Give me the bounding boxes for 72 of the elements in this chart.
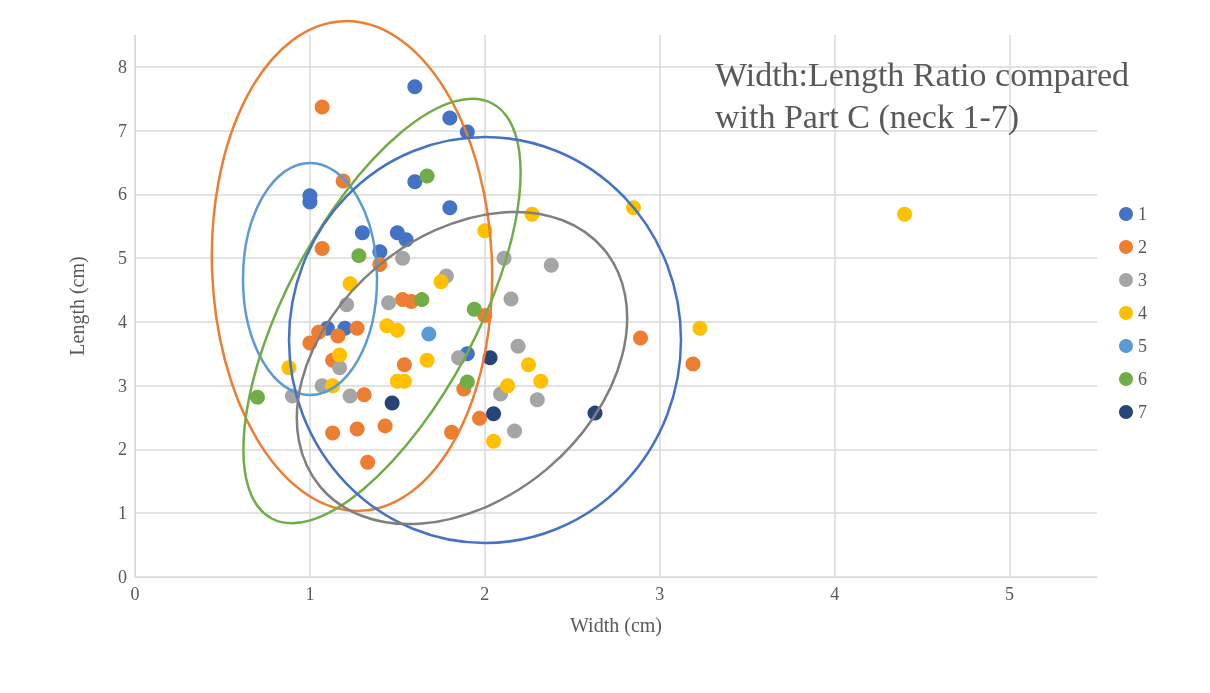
text: Width:Length Ratio compared with Part C (neck 1-7) <box>715 55 1138 136</box>
point <box>529 392 545 408</box>
point <box>442 110 458 126</box>
y-tick-label: 5 <box>118 248 127 269</box>
point <box>332 360 348 376</box>
legend-label: 6 <box>1138 369 1147 389</box>
point <box>510 338 526 354</box>
point <box>332 347 348 363</box>
point <box>377 418 393 434</box>
point <box>314 241 330 257</box>
point <box>360 454 376 470</box>
point <box>325 425 341 441</box>
point <box>543 257 559 273</box>
point <box>419 168 435 184</box>
legend-label: 3 <box>1138 270 1147 290</box>
point <box>472 410 488 426</box>
point <box>685 356 701 372</box>
legend-label: 1 <box>1138 204 1147 224</box>
point <box>330 328 346 344</box>
y-tick-label: 8 <box>118 56 127 77</box>
legend-label: 2 <box>1138 237 1147 257</box>
x-tick-label: 2 <box>480 584 490 604</box>
point <box>433 274 449 290</box>
legend-label: 5 <box>1138 336 1147 356</box>
point <box>466 301 482 317</box>
point <box>521 357 537 373</box>
point <box>349 320 365 336</box>
x-axis-title: Width (cm) <box>570 614 662 637</box>
point <box>444 424 460 440</box>
point <box>414 292 430 308</box>
point <box>384 395 400 411</box>
point <box>486 433 502 449</box>
y-tick-label: 6 <box>118 184 127 205</box>
point <box>419 352 435 368</box>
point <box>354 225 370 241</box>
point <box>314 99 330 115</box>
point <box>507 423 523 439</box>
y-axis-title: Length (cm) <box>66 256 89 356</box>
point <box>351 248 367 264</box>
x-tick-label: 3 <box>655 584 665 604</box>
y-tick-label: 0 <box>118 567 127 587</box>
y-tick-label: 1 <box>118 503 127 524</box>
x-tick-label: 1 <box>305 584 315 604</box>
y-tick-label: 4 <box>118 311 127 332</box>
legend-label: 4 <box>1138 303 1147 323</box>
point <box>349 421 365 437</box>
x-tick-label: 4 <box>830 584 840 604</box>
point <box>342 276 358 292</box>
point <box>407 79 423 95</box>
point <box>249 389 265 405</box>
y-tick-label: 3 <box>118 375 127 396</box>
y-tick-label: 2 <box>118 439 127 460</box>
point <box>897 206 913 222</box>
point <box>389 322 405 338</box>
point <box>533 373 549 389</box>
x-tick-label: 5 <box>1005 584 1015 604</box>
point <box>342 388 358 404</box>
point <box>486 406 502 422</box>
point <box>692 320 708 336</box>
point <box>633 330 648 346</box>
y-tick-label: 7 <box>118 120 127 141</box>
point <box>395 250 411 266</box>
point <box>381 295 397 311</box>
point <box>500 378 516 394</box>
legend-label: 7 <box>1138 402 1147 422</box>
point <box>356 387 372 403</box>
point <box>421 326 437 342</box>
point <box>503 291 519 307</box>
point <box>407 174 423 190</box>
point <box>459 374 475 390</box>
point <box>396 357 412 373</box>
point <box>442 200 458 216</box>
